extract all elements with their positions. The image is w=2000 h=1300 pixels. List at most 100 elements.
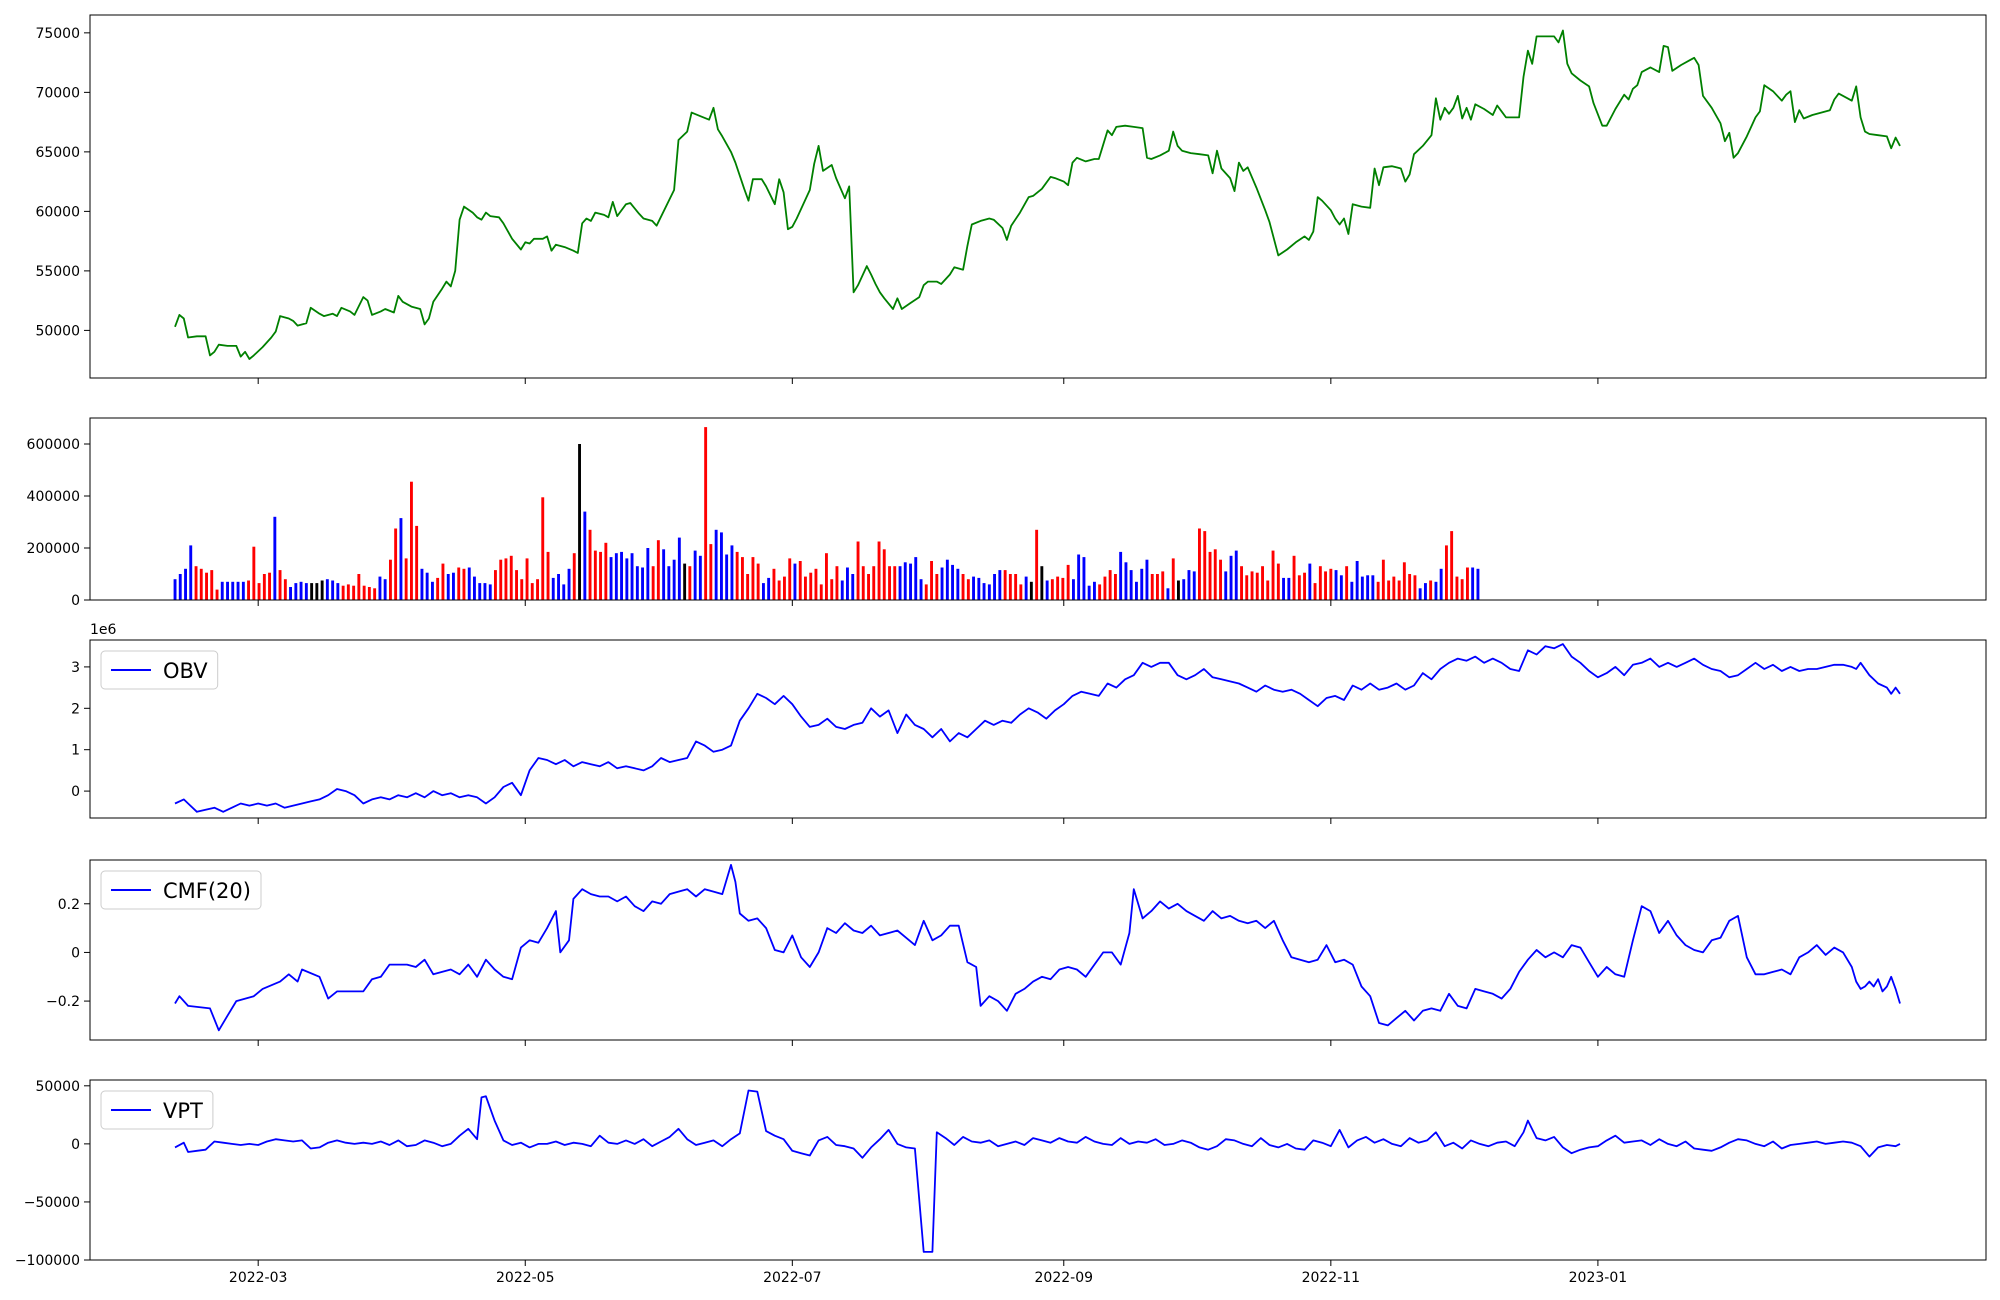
volume-bar [404,558,408,600]
volume-bar [310,583,314,600]
volume-bar [462,568,466,600]
volume-ytick-label: 600000 [27,437,80,453]
volume-bar [788,558,792,600]
volume-bar [1187,570,1191,600]
volume-bar [578,444,581,600]
volume-bar [893,566,897,600]
volume-bar [709,544,713,600]
volume-bar [1345,566,1349,600]
volume-bar [1234,550,1238,600]
volume-bar [1108,570,1112,600]
volume-bar [662,549,666,600]
volume-bar [804,576,807,600]
price-ytick-label: 75000 [35,26,80,42]
volume-bar [1003,570,1007,600]
volume-bar [1318,566,1322,600]
volume-bar [683,563,687,600]
volume-bar [872,566,876,600]
obv-marks [174,643,1901,813]
volume-bar [609,557,613,600]
obv-ytick-label: 1 [71,743,80,759]
volume-bar [252,546,256,600]
volume-bar [1324,571,1327,600]
volume-bar [357,574,361,600]
xtick-label: 2023-01 [1569,1270,1628,1286]
volume-bar [473,576,476,600]
volume-bar [1471,567,1475,600]
volume-bar [651,566,655,600]
obv-legend-label: OBV [163,659,208,683]
volume-bar [756,563,760,600]
volume-bar [367,587,371,600]
volume-bar [746,574,750,600]
volume-bar [383,579,387,600]
volume-bar [362,585,366,600]
volume-bar [604,542,608,600]
volume-bar [1255,572,1259,600]
volume-bar [352,585,356,600]
volume-bar [210,570,214,600]
price-ytick-label: 50000 [35,323,80,339]
volume-bar [336,583,340,600]
volume-bar [593,550,597,600]
volume-bar [1098,584,1102,600]
volume-bar [215,589,219,600]
volume-bar [1156,574,1159,600]
volume-bar [935,574,939,600]
volume-bar [835,566,839,600]
volume-bar [1161,571,1165,600]
volume-bar [441,563,445,600]
xtick-label: 2022-03 [229,1270,288,1286]
volume-bar [798,561,802,600]
volume-bar [478,583,482,600]
volume-bar [1140,568,1144,600]
volume-bar [998,570,1002,600]
volume-bar [541,497,545,600]
volume-bar [641,567,644,600]
volume-bar [677,537,681,600]
volume-bar [1276,563,1280,600]
volume-bar [903,562,907,600]
volume-panel: 0 200000 400000 600000 [27,417,1987,609]
price-ytick-label: 65000 [35,145,80,161]
volume-bar [667,566,671,600]
cmf-legend: CMF(20) [100,870,262,910]
volume-bar [488,584,492,600]
volume-bar [966,579,970,600]
volume-bar [704,427,708,600]
volume-bar [483,583,487,600]
volume-bar [420,568,424,600]
vpt-series-line [174,1089,1901,1253]
volume-bar [646,548,650,600]
volume-bar [861,566,865,600]
volume-bar [1308,563,1312,600]
volume-bar [1418,588,1422,600]
volume-bar [625,558,629,600]
volume-bar [546,551,550,600]
volume-bar [1192,571,1196,600]
volume-bar [1392,576,1396,600]
price-ytick-label: 70000 [35,85,80,101]
volume-bar [1014,574,1018,600]
volume-bar [410,481,413,600]
volume-bar [536,579,539,600]
volume-bar [793,563,797,600]
volume-bar [499,559,503,600]
volume-bar [220,581,224,600]
volume-bar [930,561,933,600]
volume-bar [525,558,529,600]
volume-bar [882,549,886,600]
volume-bar [856,541,860,600]
volume-bar [184,568,187,600]
volume-bar [877,541,881,600]
volume-ytick-label: 200000 [27,541,80,557]
volume-bar [1182,579,1186,600]
volume-bar [1040,566,1044,600]
volume-bar [467,567,471,600]
cmf-marks [174,864,1901,1032]
volume-bar [1334,570,1338,600]
volume-bar [1135,581,1138,600]
cmf-ytick-label: 0 [71,945,80,961]
volume-bar [1145,559,1149,600]
